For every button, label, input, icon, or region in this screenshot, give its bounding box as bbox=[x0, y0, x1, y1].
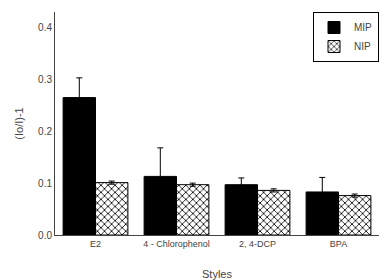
svg-text:0.3: 0.3 bbox=[38, 74, 52, 85]
svg-text:0.1: 0.1 bbox=[38, 178, 52, 189]
svg-text:0.2: 0.2 bbox=[38, 126, 52, 137]
svg-text:4 - Chlorophenol: 4 - Chlorophenol bbox=[143, 239, 210, 249]
svg-text:NIP: NIP bbox=[354, 41, 371, 52]
svg-text:2, 4-DCP: 2, 4-DCP bbox=[239, 239, 276, 249]
svg-text:Styles: Styles bbox=[202, 268, 232, 280]
svg-text:(Io/I)-1: (Io/I)-1 bbox=[13, 107, 25, 139]
svg-text:0.0: 0.0 bbox=[38, 230, 52, 241]
svg-text:0.4: 0.4 bbox=[38, 22, 52, 33]
svg-text:MIP: MIP bbox=[354, 22, 372, 33]
svg-text:BPA: BPA bbox=[330, 239, 347, 249]
svg-text:E2: E2 bbox=[90, 239, 101, 249]
